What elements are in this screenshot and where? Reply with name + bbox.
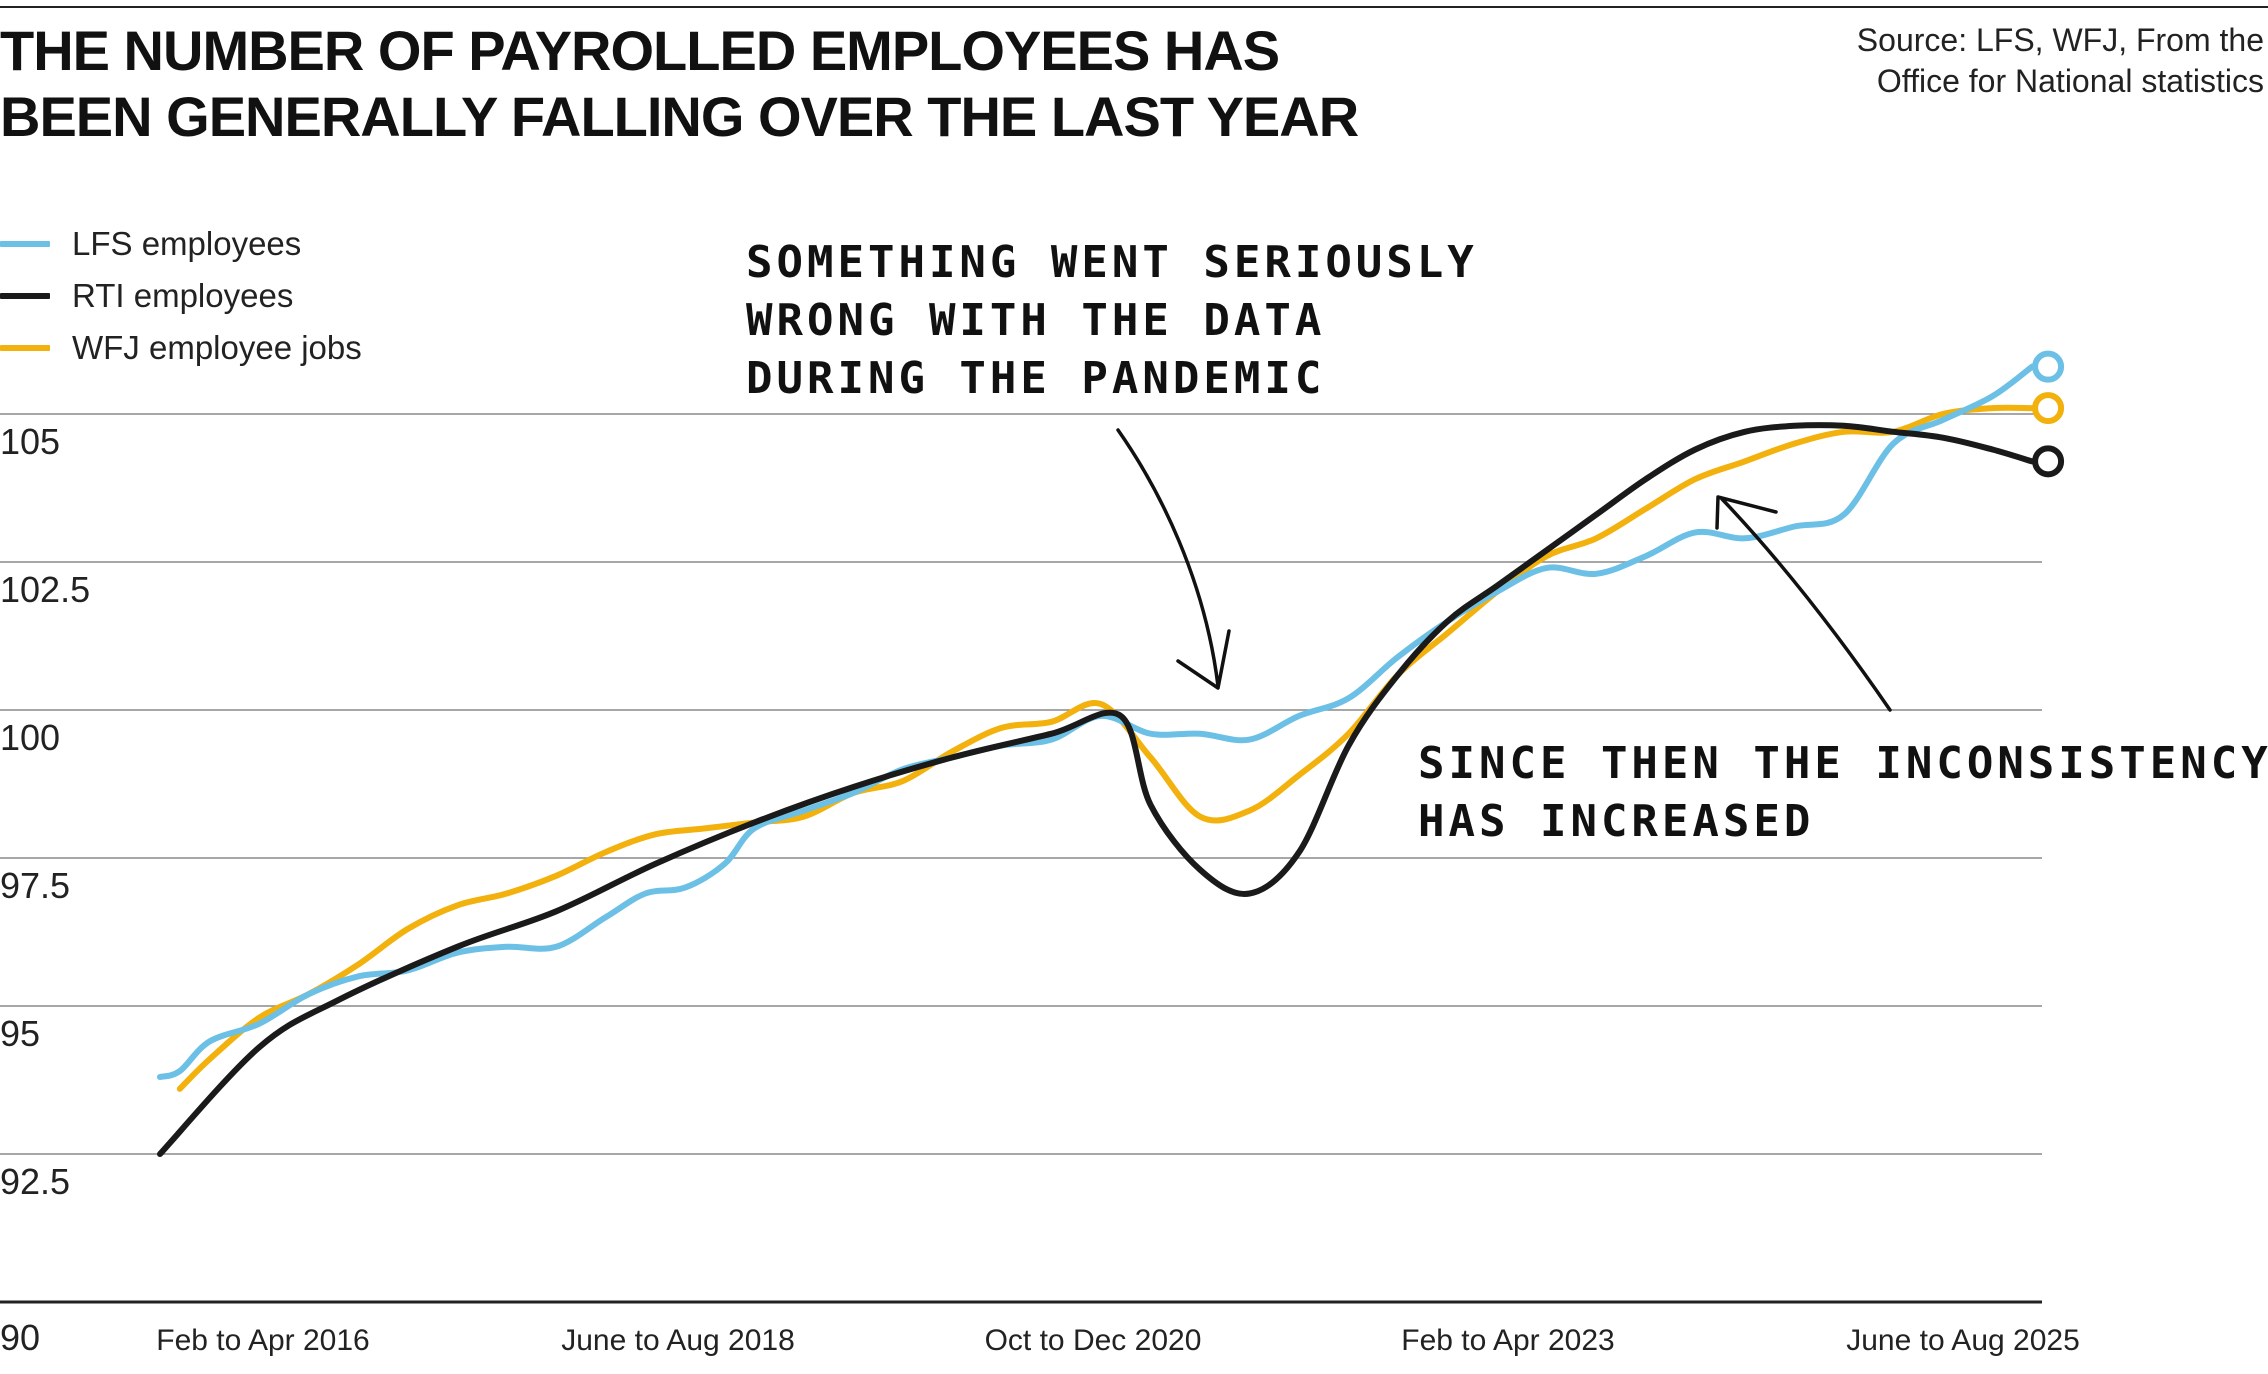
y-tick-label: 95 xyxy=(0,1013,40,1054)
series-line-wfj xyxy=(176,404,2036,1092)
y-tick-label: 97.5 xyxy=(0,865,70,906)
legend-label: WFJ employee jobs xyxy=(72,329,362,366)
end-marker-wfj xyxy=(2032,392,2065,425)
x-tick-label: June to Aug 2018 xyxy=(561,1324,795,1357)
annotations: SOMETHING WENT SERIOUSLY WRONG WITH THE … xyxy=(746,237,2268,847)
x-axis-ticks: Feb to Apr 2016 June to Aug 2018 Oct to De… xyxy=(156,1324,2080,1357)
y-axis-ticks: 90 92.5 95 97.5 100 102.5 105 xyxy=(0,421,90,1358)
pandemic-note-line: SOMETHING WENT SERIOUSLY xyxy=(746,237,1478,288)
x-tick-label: June to Aug 2025 xyxy=(1846,1324,2080,1357)
inconsistency-arrowhead xyxy=(1715,495,1778,530)
series-line-rti xyxy=(157,422,2036,1157)
inconsistency-arrow xyxy=(1720,497,1892,712)
y-tick-label: 105 xyxy=(0,421,60,462)
legend-swatch-rti xyxy=(0,293,50,299)
end-marker-rti xyxy=(2032,445,2065,478)
legend-item-rti: RTI employees xyxy=(0,270,362,322)
y-tick-label: 100 xyxy=(0,717,60,758)
inconsistency-note-line: SINCE THEN THE INCONSISTENCY xyxy=(1418,738,2268,789)
y-tick-label: 92.5 xyxy=(0,1161,70,1202)
series-lines xyxy=(157,350,2065,1157)
legend-item-wfj: WFJ employee jobs xyxy=(0,322,362,374)
legend-swatch-wfj xyxy=(0,345,50,351)
pandemic-arrow xyxy=(1116,428,1220,688)
legend-swatch-lfs xyxy=(0,241,50,247)
y-tick-label: 102.5 xyxy=(0,569,90,610)
x-tick-label: Feb to Apr 2023 xyxy=(1401,1324,1615,1357)
end-marker-lfs xyxy=(2032,350,2065,383)
chart-title: THE NUMBER OF PAYROLLED EMPLOYEES HAS BE… xyxy=(0,18,1500,150)
chart-title-line: THE NUMBER OF PAYROLLED EMPLOYEES HAS xyxy=(0,19,1280,82)
source-line: Source: LFS, WFJ, From the xyxy=(1856,22,2264,58)
legend-item-lfs: LFS employees xyxy=(0,218,362,270)
series-line-lfs xyxy=(157,363,2036,1080)
gridlines xyxy=(0,413,2042,1304)
legend-label: RTI employees xyxy=(72,277,294,314)
x-tick-label: Feb to Apr 2016 xyxy=(156,1324,370,1357)
y-tick-label: 90 xyxy=(0,1317,40,1358)
source-note: Source: LFS, WFJ, From the Office for Na… xyxy=(1664,20,2264,102)
pandemic-arrowhead xyxy=(1176,629,1231,690)
top-rule xyxy=(0,6,2268,8)
source-line: Office for National statistics xyxy=(1876,63,2264,99)
legend-label: LFS employees xyxy=(72,225,302,262)
chart-title-line: BEEN GENERALLY FALLING OVER THE LAST YEA… xyxy=(0,85,1359,148)
x-tick-label: Oct to Dec 2020 xyxy=(985,1324,1202,1357)
legend: LFS employees RTI employees WFJ employee… xyxy=(0,218,362,374)
inconsistency-note-line: HAS INCREASED xyxy=(1418,796,1814,847)
pandemic-note-line: DURING THE PANDEMIC xyxy=(746,353,1325,404)
pandemic-note-line: WRONG WITH THE DATA xyxy=(746,295,1325,346)
